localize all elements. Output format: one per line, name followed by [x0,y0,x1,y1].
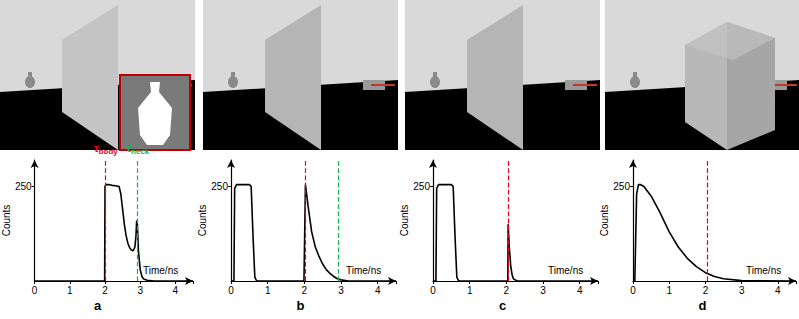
svg-text:1: 1 [467,285,473,296]
svg-text:250: 250 [413,181,430,192]
svg-text:1: 1 [67,285,73,296]
svg-text:0: 0 [430,285,436,296]
svg-text:b: b [297,298,305,313]
svg-text:3: 3 [338,285,344,296]
svg-text:2: 2 [504,285,510,296]
svg-text:d: d [699,298,707,313]
svg-text:4: 4 [775,285,781,296]
svg-text:c: c [499,298,506,313]
svg-text:1: 1 [666,285,672,296]
svg-text:4: 4 [173,285,179,296]
svg-text:0: 0 [32,285,38,296]
svg-text:4: 4 [577,285,583,296]
svg-text:τ: τ [93,142,99,154]
svg-text:body: body [99,147,119,156]
svg-text:2: 2 [102,285,108,296]
svg-text:neck: neck [131,147,150,156]
svg-text:τ: τ [126,142,132,154]
svg-text:Time/ns: Time/ns [346,265,381,276]
svg-text:Counts: Counts [197,205,208,237]
svg-text:Counts: Counts [599,205,610,237]
svg-text:Time/ns: Time/ns [143,265,178,276]
svg-text:250: 250 [211,181,228,192]
svg-text:Time/ns: Time/ns [746,265,781,276]
svg-text:1: 1 [265,285,271,296]
svg-text:250: 250 [15,181,32,192]
svg-text:3: 3 [540,285,546,296]
svg-text:0: 0 [228,285,234,296]
svg-text:4: 4 [375,285,381,296]
svg-text:2: 2 [703,285,709,296]
svg-text:3: 3 [137,285,143,296]
svg-text:a: a [94,298,102,313]
svg-text:Time/ns: Time/ns [548,265,583,276]
svg-text:250: 250 [613,181,630,192]
svg-text:3: 3 [739,285,745,296]
svg-text:Counts: Counts [1,205,12,237]
svg-text:2: 2 [302,285,308,296]
svg-text:Counts: Counts [399,205,410,237]
svg-text:0: 0 [630,285,636,296]
